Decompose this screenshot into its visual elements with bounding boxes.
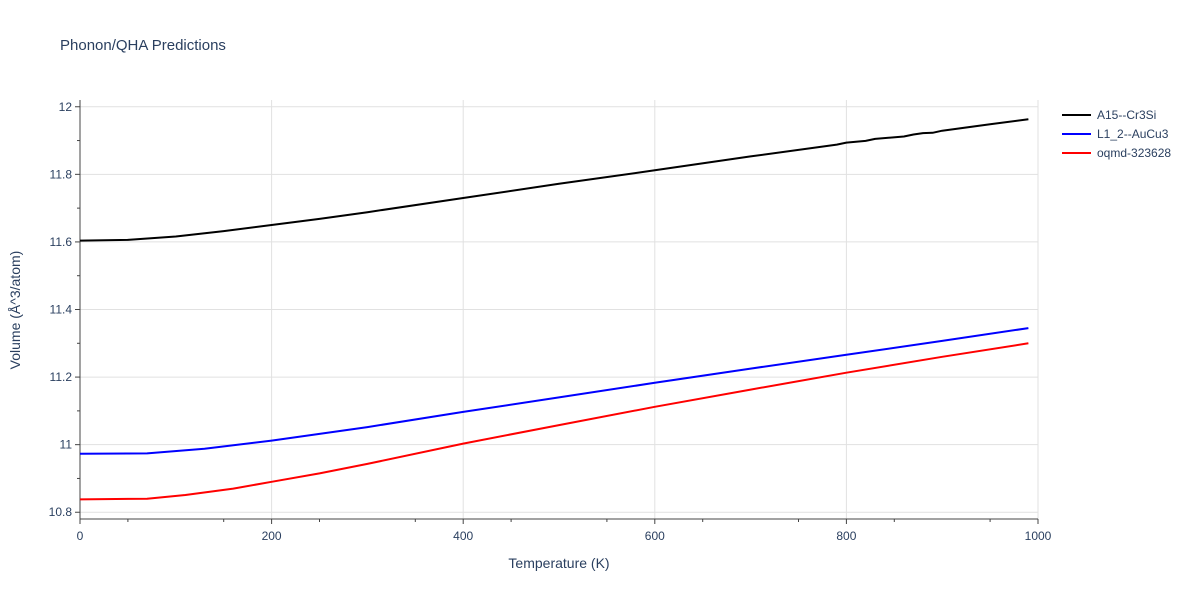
legend-label: A15--Cr3Si: [1097, 108, 1156, 122]
y-tick-label: 12: [59, 100, 73, 114]
legend-label: oqmd-323628: [1097, 146, 1171, 160]
series-layer: [79, 118, 1029, 501]
chart-title: Phonon/QHA Predictions: [60, 37, 226, 54]
x-tick-label: 400: [453, 529, 473, 543]
y-tick-label: 11.2: [50, 370, 73, 384]
legend: A15--Cr3Si L1_2--AuCu3 oqmd-323628: [1062, 108, 1171, 160]
x-tick-label: 0: [77, 529, 84, 543]
x-axis-title: Temperature (K): [508, 555, 609, 571]
legend-label: L1_2--AuCu3: [1097, 127, 1169, 141]
y-tick-label: 11.6: [50, 235, 73, 249]
series-line-A15--Cr3Si: [79, 118, 1029, 242]
x-tick-label: 600: [645, 529, 665, 543]
series-line-oqmd-323628: [79, 342, 1029, 501]
x-ticks: 0 200 400 600 800 1000: [77, 519, 1052, 543]
y-tick-label: 10.8: [49, 505, 73, 519]
series-line-L1_2--AuCu3: [79, 327, 1029, 455]
y-tick-label: 11.8: [50, 167, 73, 181]
y-axis-title: Volume (Å^3/atom): [7, 251, 23, 370]
y-tick-label: 11.4: [50, 303, 73, 317]
x-tick-label: 800: [836, 529, 856, 543]
x-tick-label: 1000: [1025, 529, 1052, 543]
grid: [80, 100, 1039, 519]
y-tick-label: 11: [60, 438, 73, 452]
x-tick-label: 200: [262, 529, 282, 543]
y-ticks: 10.8 11 11.2 11.4 11.6 11.8 12: [49, 100, 80, 519]
